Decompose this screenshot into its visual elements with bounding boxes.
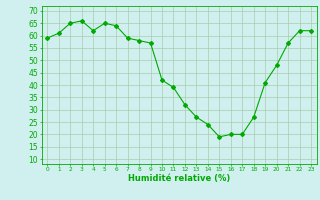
X-axis label: Humidité relative (%): Humidité relative (%) bbox=[128, 174, 230, 183]
